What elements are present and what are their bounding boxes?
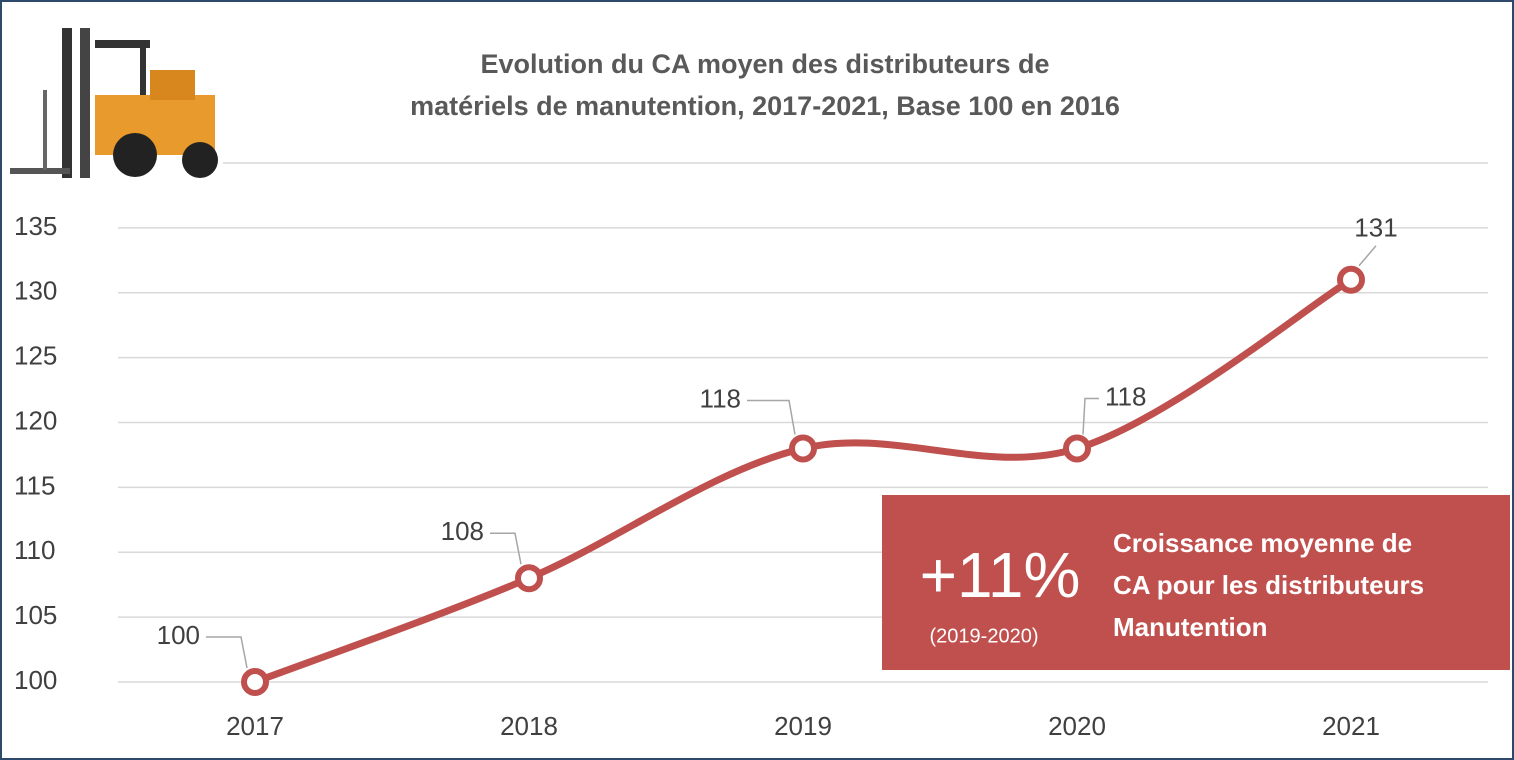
leader-line [1082, 397, 1099, 435]
annotation-text: Manutention [1113, 612, 1268, 642]
plot: 100 108 118 118 131 [157, 213, 1398, 696]
marker [789, 434, 817, 463]
y-tick-label: 125 [14, 341, 57, 371]
x-tick-label: 2017 [226, 711, 284, 741]
annotation-period: (2019-2020) [930, 625, 1039, 647]
y-tick-label: 100 [14, 665, 57, 695]
leader-line [206, 636, 248, 669]
leader-line [1358, 245, 1377, 267]
marker [515, 564, 543, 593]
annotation: +11% (2019-2020) Croissance moyenne de C… [882, 495, 1510, 670]
y-tick-label: 135 [14, 211, 57, 241]
y-tick-label: 115 [14, 470, 55, 500]
marker [1063, 434, 1091, 463]
y-tick-label: 130 [14, 276, 57, 306]
y-tick-label: 110 [14, 535, 55, 565]
forklift-icon [8, 20, 223, 180]
y-tick-label: 120 [14, 405, 57, 435]
y-tick-label: 105 [14, 600, 57, 630]
leader-line [490, 532, 522, 565]
leader-line [747, 399, 796, 435]
annotation-text: CA pour les distributeurs [1113, 570, 1424, 600]
chart-title: matériels de manutention, 2017-2021, Bas… [410, 91, 1120, 121]
data-label: 100 [157, 620, 200, 650]
marker [1337, 265, 1365, 294]
annotation-box [882, 495, 1510, 670]
data-label: 118 [1105, 381, 1146, 411]
data-label: 118 [700, 383, 741, 413]
annotation-value: +11% [920, 539, 1081, 611]
x-tick-label: 2020 [1048, 711, 1106, 741]
x-tick-label: 2019 [774, 711, 832, 741]
x-tick-label: 2018 [500, 711, 558, 741]
data-label: 131 [1354, 213, 1397, 243]
data-label: 108 [441, 516, 484, 546]
marker [241, 668, 269, 696]
annotation-text: Croissance moyenne de [1113, 528, 1412, 558]
x-tick-label: 2021 [1322, 711, 1380, 741]
chart-title: Evolution du CA moyen des distributeurs … [480, 49, 1049, 79]
